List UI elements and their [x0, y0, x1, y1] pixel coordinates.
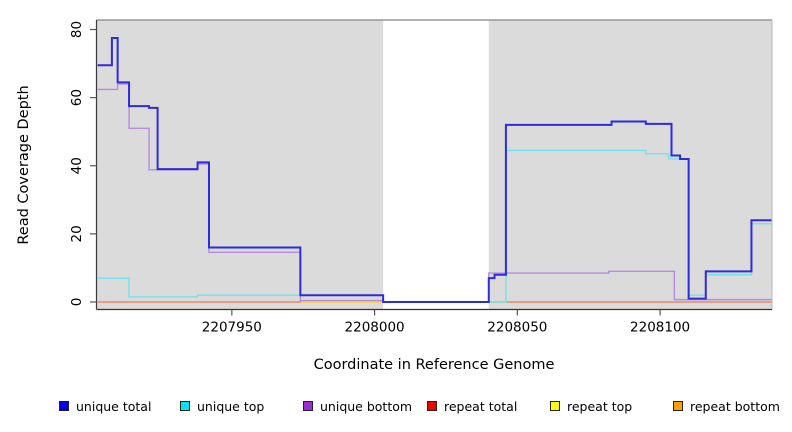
x-axis-title: Coordinate in Reference Genome — [314, 357, 555, 373]
plot-dynamic-layer: 2207950 2208000 2208050 2208100 0 20 40 60 80 — [69, 19, 773, 336]
x-tick-label: 2208000 — [345, 320, 405, 336]
y-tick-label: 0 — [69, 298, 85, 307]
x-tick-label: 2207950 — [202, 320, 262, 336]
legend-item-unique-top: unique top — [180, 396, 264, 416]
no-data-band — [383, 20, 489, 310]
y-tick-label: 40 — [69, 157, 85, 174]
legend-item-repeat-total: repeat total — [427, 396, 517, 416]
legend-swatch-repeat-total — [427, 401, 437, 411]
x-tick-label: 2208100 — [630, 320, 690, 336]
legend-label: unique bottom — [320, 398, 413, 414]
legend-swatch-unique-top — [180, 401, 190, 411]
legend-item-unique-total: unique total — [59, 396, 151, 416]
legend-item-repeat-bottom: repeat bottom — [673, 396, 780, 416]
legend-swatch-repeat-top — [550, 401, 560, 411]
legend-label: repeat top — [567, 398, 633, 414]
legend-label: unique top — [197, 398, 265, 414]
x-tick-label: 2208050 — [487, 320, 547, 336]
legend: unique total unique top unique bottom repea… — [0, 396, 792, 420]
y-tick-label: 80 — [69, 21, 85, 38]
legend-label: unique total — [76, 398, 152, 414]
legend-label: repeat total — [444, 398, 518, 414]
legend-item-unique-bottom: unique bottom — [303, 396, 412, 416]
legend-swatch-unique-total — [59, 401, 69, 411]
legend-item-repeat-top: repeat top — [550, 396, 632, 416]
legend-swatch-repeat-bottom — [673, 401, 683, 411]
y-tick-label: 60 — [69, 89, 85, 106]
legend-swatch-unique-bottom — [303, 401, 313, 411]
series-line-unique-total — [97, 37, 772, 304]
legend-label: repeat bottom — [690, 398, 780, 414]
y-tick-label: 20 — [69, 225, 85, 242]
y-axis-title: Read Coverage Depth — [16, 85, 32, 244]
